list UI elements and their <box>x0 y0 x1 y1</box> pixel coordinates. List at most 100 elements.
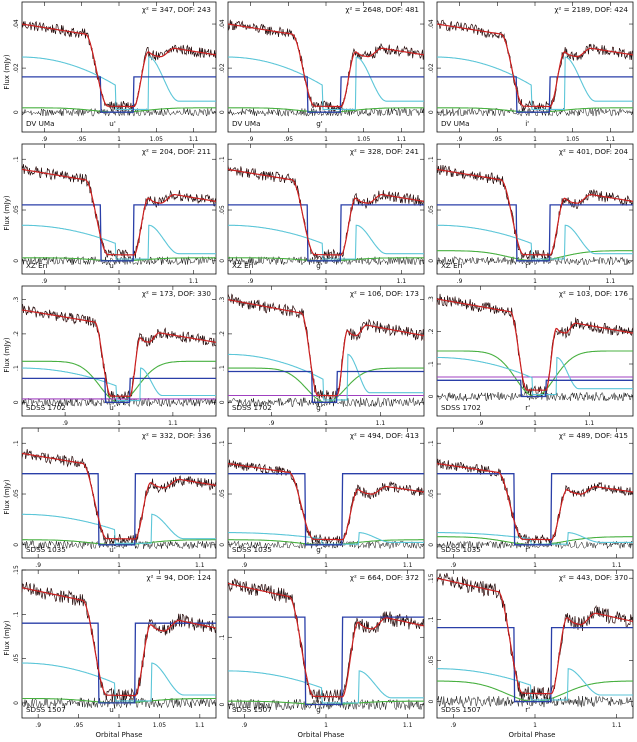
x-tick-label: 1.1 <box>168 420 178 427</box>
object-name: XZ Eri <box>26 261 48 270</box>
total-model <box>21 23 217 108</box>
band-label: i' <box>525 119 529 128</box>
observed-data-outer <box>227 578 425 703</box>
bright-spot-model <box>437 224 633 260</box>
y-tick-label: 0 <box>428 110 435 114</box>
x-tick-label: 1.1 <box>585 420 595 427</box>
x-tick-label: 1 <box>533 722 537 729</box>
x-tick-label: .95 <box>284 136 294 143</box>
x-tick-label: .9 <box>241 722 247 729</box>
y-tick-label: 0 <box>13 259 20 263</box>
y-tick-label: .2 <box>219 331 226 337</box>
observed-data <box>21 164 217 261</box>
y-axis-label-row-5: Flux (mJy) <box>3 620 11 656</box>
panel-7: .9 1 1.1 0 .1 .2 .3 χ² = 106, DOF: 173 SDSS 1702… <box>219 285 425 427</box>
bright-spot-model <box>22 56 216 110</box>
x-tick-label: 1 <box>533 278 537 285</box>
x-axis-label-col-3: Orbital Phase <box>509 731 556 739</box>
observed-data-outer <box>436 19 634 112</box>
total-model <box>436 23 634 108</box>
observed-data-outer <box>227 293 425 403</box>
x-tick-label: .9 <box>450 562 456 569</box>
band-label: r' <box>525 545 530 554</box>
white-dwarf-model <box>22 377 216 403</box>
object-name: SDSS 1507 <box>232 705 272 714</box>
y-tick-label: 0 <box>219 259 226 263</box>
object-name: DV UMa <box>26 119 54 128</box>
x-tick-label: 1 <box>117 722 121 729</box>
fit-statistic: χ² = 2189, DOF: 424 <box>554 5 628 14</box>
x-tick-label: 1.05 <box>153 722 167 729</box>
x-axis-label-col-1: Orbital Phase <box>96 731 143 739</box>
y-tick-label: .02 <box>219 63 226 73</box>
y-axis-label-row-4: Flux (mJy) <box>3 479 11 515</box>
x-tick-label: .9 <box>42 278 48 285</box>
band-label: g' <box>316 261 323 270</box>
total-model <box>227 23 425 108</box>
band-label: g' <box>316 545 323 554</box>
white-dwarf-model <box>22 76 216 113</box>
observed-data-outer <box>227 19 425 112</box>
residuals <box>21 540 217 550</box>
y-tick-label: .05 <box>428 655 435 665</box>
white-dwarf-model <box>228 616 424 706</box>
bright-spot-model <box>22 367 216 402</box>
observed-data <box>21 582 217 703</box>
residuals <box>227 540 425 550</box>
x-tick-label: 1.1 <box>195 562 205 569</box>
band-label: u' <box>109 705 116 714</box>
bright-spot-model <box>228 353 424 401</box>
y-tick-label: .05 <box>428 489 435 499</box>
object-name: SDSS 1702 <box>441 403 481 412</box>
bright-spot-model <box>22 513 216 544</box>
band-label: u' <box>109 403 116 412</box>
y-tick-label: 0 <box>13 110 20 114</box>
observed-data <box>436 293 634 397</box>
x-tick-label: 1 <box>324 562 328 569</box>
y-tick-label: 0 <box>219 400 226 404</box>
fit-statistic: χ² = 103, DOF: 176 <box>559 289 629 298</box>
y-axis-label-row-2: Flux (mJy) <box>3 195 11 231</box>
x-tick-label: .9 <box>457 136 463 143</box>
panel-9: .9 1 1.1 0 .05 .1 χ² = 332, DOF: 336 SDSS 1035 u… <box>13 427 217 569</box>
x-tick-label: 1 <box>324 420 328 427</box>
total-model <box>21 452 217 540</box>
observed-data <box>227 19 425 112</box>
observed-data <box>436 19 634 112</box>
y-tick-label: 0 <box>219 702 226 706</box>
total-model <box>227 168 425 256</box>
y-tick-label: .1 <box>428 440 435 446</box>
white-dwarf-model <box>437 379 633 398</box>
observed-data-outer <box>21 582 217 703</box>
y-tick-label: .1 <box>13 365 20 371</box>
residuals <box>21 107 217 117</box>
y-tick-label: .05 <box>13 654 20 664</box>
x-tick-label: .95 <box>493 136 503 143</box>
object-name: DV UMa <box>232 119 260 128</box>
x-tick-label: 1 <box>324 136 328 143</box>
panel-0: .9 .95 1 1.05 1.1 0 .02 .04 χ² = 347, DOF: 243 DV… <box>13 1 217 143</box>
y-tick-label: .05 <box>428 205 435 215</box>
panel-13: .9 1 1.1 0 .1 χ² = 664, DOF: 372 SDSS 1507 g' <box>219 569 425 729</box>
x-tick-label: 1.1 <box>403 562 413 569</box>
band-label: g' <box>316 705 323 714</box>
y-tick-label: 0 <box>219 543 226 547</box>
object-name: SDSS 1702 <box>232 403 272 412</box>
x-tick-label: 1 <box>117 562 121 569</box>
x-tick-label: 1.1 <box>397 136 407 143</box>
y-tick-label: .05 <box>219 489 226 499</box>
white-dwarf-model <box>228 473 424 546</box>
total-model <box>227 299 425 397</box>
y-tick-label: .15 <box>13 565 20 575</box>
x-tick-label: 1.05 <box>357 136 371 143</box>
band-label: u' <box>109 261 116 270</box>
object-name: SDSS 1507 <box>441 705 481 714</box>
observed-data <box>227 459 425 545</box>
y-tick-label: .05 <box>219 205 226 215</box>
y-tick-label: .04 <box>13 19 20 29</box>
total-model <box>227 582 425 698</box>
object-name: SDSS 1035 <box>232 545 272 554</box>
x-tick-label: 1.1 <box>195 722 205 729</box>
fit-statistic: χ² = 401, DOF: 204 <box>559 147 629 156</box>
x-tick-label: 1 <box>324 278 328 285</box>
